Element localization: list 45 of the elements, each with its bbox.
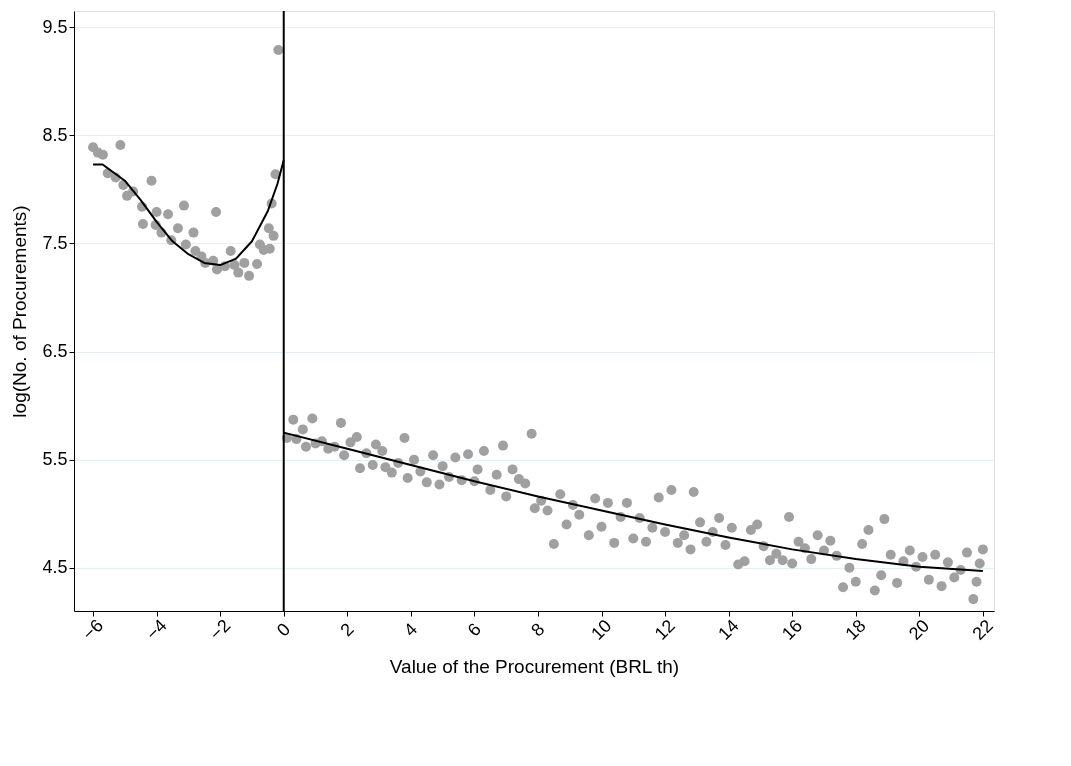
point xyxy=(229,260,240,271)
point xyxy=(190,246,201,256)
x-tick-label: −4 xyxy=(142,615,171,645)
x-tick-label: 2 xyxy=(336,619,358,641)
x-tick-label: 8 xyxy=(527,619,549,641)
point xyxy=(178,200,189,211)
point xyxy=(180,239,191,250)
point xyxy=(233,267,244,278)
point xyxy=(239,257,250,268)
x-tick-label: −2 xyxy=(205,615,235,645)
point xyxy=(163,209,174,220)
y-axis-title: log(No. of Procurements) xyxy=(9,205,31,418)
x-tick-label: −6 xyxy=(78,615,108,645)
point xyxy=(211,207,222,218)
point xyxy=(225,246,236,256)
point xyxy=(264,243,275,254)
point xyxy=(137,218,148,229)
point xyxy=(172,223,183,234)
y-tick-label: 7.5 xyxy=(42,232,68,253)
point xyxy=(263,223,274,234)
x-tick-label: 22 xyxy=(968,615,997,644)
point xyxy=(268,230,279,241)
x-tick-label: 16 xyxy=(777,615,807,644)
y-tick-label: 5.5 xyxy=(42,449,68,470)
point xyxy=(115,140,126,151)
x-axis-title: Value of the Procurement (BRL th) xyxy=(389,656,680,678)
x-tick-label: 14 xyxy=(714,615,743,644)
point xyxy=(252,258,263,269)
point xyxy=(151,207,162,218)
x-tick-label: 4 xyxy=(400,619,422,641)
y-tick-label: 6.5 xyxy=(42,341,68,362)
x-tick-label: 10 xyxy=(587,615,616,644)
y-tick-label: 8.5 xyxy=(42,124,68,145)
y-tick-label: 4.5 xyxy=(42,557,68,578)
point xyxy=(273,44,284,55)
point xyxy=(188,227,199,238)
x-tick-label: 12 xyxy=(650,615,680,644)
point xyxy=(244,270,255,281)
x-tick-label: 20 xyxy=(904,615,934,644)
x-tick-label: 6 xyxy=(463,619,485,641)
x-tick-label: 0 xyxy=(272,619,295,641)
point xyxy=(146,175,157,186)
y-tick-label: 9.5 xyxy=(42,16,68,37)
x-tick-label: 18 xyxy=(841,615,870,644)
point xyxy=(97,149,108,160)
